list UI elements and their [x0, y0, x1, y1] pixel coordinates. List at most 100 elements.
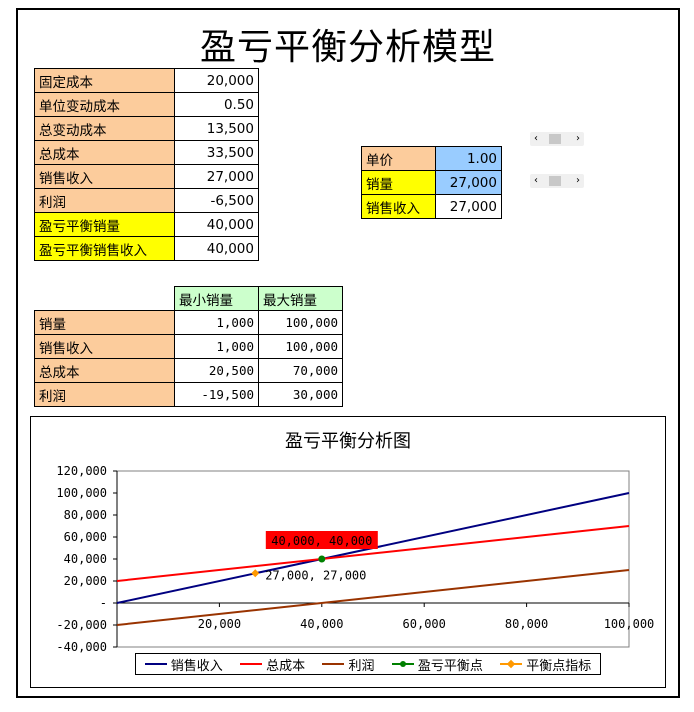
range-label[interactable]: 总成本 — [34, 358, 175, 383]
series-line-1 — [116, 525, 630, 582]
range-min[interactable]: -19,500 — [174, 382, 259, 407]
legend-item: 盈亏平衡点 — [391, 655, 483, 674]
y-tick-label: - — [100, 596, 107, 610]
summary-row: 总变动成本 13,500 — [34, 116, 259, 141]
range-table-corner — [35, 287, 175, 311]
summary-label[interactable]: 固定成本 — [34, 68, 175, 93]
range-min[interactable]: 1,000 — [174, 310, 259, 335]
y-tick-label: 80,000 — [64, 508, 107, 522]
y-tick-label: 120,000 — [56, 464, 107, 478]
input-table: 单价 1.00 销量 27,000 销售收入 27,000 — [361, 146, 502, 219]
page-title: 盈亏平衡分析模型 — [199, 27, 496, 68]
scroll-right-arrow-icon[interactable]: › — [576, 133, 580, 144]
legend-item: 利润 — [322, 655, 374, 674]
summary-row: 盈亏平衡销量 40,000 — [34, 212, 259, 237]
scroll-left-arrow-icon[interactable]: ‹ — [534, 175, 538, 186]
summary-row: 销售收入 27,000 — [34, 164, 259, 189]
input-row: 销量 27,000 — [361, 170, 502, 195]
range-row: 销量 1,000 100,000 — [34, 310, 343, 335]
input-value[interactable]: 27,000 — [435, 170, 502, 195]
legend-item: 销售收入 — [144, 655, 223, 674]
y-tick-label: 60,000 — [64, 530, 107, 544]
legend-symbol — [500, 659, 523, 669]
range-min[interactable]: 1,000 — [174, 334, 259, 359]
summary-label[interactable]: 销售收入 — [34, 164, 175, 189]
range-row: 总成本 20,500 70,000 — [34, 358, 343, 383]
input-value[interactable]: 27,000 — [435, 194, 502, 219]
summary-table: 固定成本 20,000 单位变动成本 0.50 总变动成本 13,500 总成本 33,500… — [34, 68, 259, 261]
y-tick-label: 20,000 — [64, 574, 107, 588]
input-label[interactable]: 销售收入 — [361, 194, 436, 219]
input-value[interactable]: 1.00 — [435, 146, 502, 171]
breakeven-chart: 盈亏平衡分析图 120,000 100,000 80,000 60,000 40,000… — [30, 416, 666, 688]
scroll-thumb[interactable] — [549, 134, 561, 144]
range-label[interactable]: 利润 — [34, 382, 175, 407]
range-table: 最小销量 最大销量 销量 1,000 100,000 销售收入 1,000 100,000… — [34, 286, 343, 407]
y-tick-label: -40,000 — [56, 640, 107, 654]
legend-label: 平衡点指标 — [526, 658, 592, 674]
y-tick-label: -20,000 — [56, 618, 107, 632]
legend-label: 总成本 — [266, 658, 306, 674]
legend-label: 利润 — [348, 658, 375, 674]
summary-value[interactable]: 27,000 — [174, 164, 259, 189]
range-label[interactable]: 销量 — [34, 310, 175, 335]
annotation-label: 27,000, 27,000 — [265, 568, 366, 582]
summary-label[interactable]: 单位变动成本 — [34, 92, 175, 117]
legend-symbol — [391, 659, 414, 669]
x-tick-label: 80,000 — [505, 617, 548, 631]
annotation-label: 40,000, 40,000 — [271, 534, 372, 548]
range-row: 销售收入 1,000 100,000 — [34, 334, 343, 359]
summary-label[interactable]: 总成本 — [34, 140, 175, 165]
scroll-left-arrow-icon[interactable]: ‹ — [534, 133, 538, 144]
range-max[interactable]: 30,000 — [258, 382, 343, 407]
summary-label[interactable]: 总变动成本 — [34, 116, 175, 141]
summary-row: 盈亏平衡销售收入 40,000 — [34, 236, 259, 261]
legend-symbol — [322, 659, 345, 669]
summary-row: 单位变动成本 0.50 — [34, 92, 259, 117]
input-row: 单价 1.00 — [361, 146, 502, 171]
legend-item: 总成本 — [240, 655, 305, 674]
y-tick-label: 40,000 — [64, 552, 107, 566]
summary-value[interactable]: -6,500 — [174, 188, 259, 213]
summary-label[interactable]: 盈亏平衡销售收入 — [34, 236, 175, 261]
chart-legend: 销售收入 总成本 利润 盈亏平衡点 平衡点指标 — [135, 653, 601, 675]
summary-value[interactable]: 0.50 — [174, 92, 259, 117]
input-row: 销售收入 27,000 — [361, 194, 502, 219]
range-min[interactable]: 20,500 — [174, 358, 259, 383]
summary-value[interactable]: 20,000 — [174, 68, 259, 93]
chart-title: 盈亏平衡分析图 — [285, 431, 411, 452]
legend-label: 销售收入 — [170, 658, 223, 674]
summary-value[interactable]: 40,000 — [174, 212, 259, 237]
summary-value[interactable]: 40,000 — [174, 236, 259, 261]
summary-value[interactable]: 13,500 — [174, 116, 259, 141]
series-line-2 — [116, 569, 630, 626]
range-header-min: 最小销量 — [174, 286, 259, 311]
range-max[interactable]: 100,000 — [258, 310, 343, 335]
legend-item: 平衡点指标 — [500, 655, 591, 674]
summary-label[interactable]: 盈亏平衡销量 — [34, 212, 175, 237]
range-row: 利润 -19,500 30,000 — [34, 382, 343, 407]
summary-row: 固定成本 20,000 — [34, 68, 259, 93]
volume-scrollbar[interactable]: ‹ › — [530, 174, 584, 188]
summary-label[interactable]: 利润 — [34, 188, 175, 213]
x-tick-label: 20,000 — [198, 617, 241, 631]
chart-plot: 120,000 100,000 80,000 60,000 40,000 20,000 - -… — [56, 464, 654, 654]
summary-row: 利润 -6,500 — [34, 188, 259, 213]
legend-symbol — [144, 659, 167, 669]
range-max[interactable]: 100,000 — [258, 334, 343, 359]
input-label[interactable]: 销量 — [361, 170, 436, 195]
summary-value[interactable]: 33,500 — [174, 140, 259, 165]
range-label[interactable]: 销售收入 — [34, 334, 175, 359]
scroll-right-arrow-icon[interactable]: › — [576, 175, 580, 186]
range-header-max: 最大销量 — [258, 286, 343, 311]
legend-symbol — [240, 659, 263, 669]
breakeven-point-marker — [318, 555, 326, 563]
x-tick-label: 40,000 — [300, 617, 343, 631]
annotation-bg — [265, 531, 378, 549]
indicator-point-marker — [251, 569, 260, 578]
scroll-thumb[interactable] — [549, 176, 561, 186]
input-label[interactable]: 单价 — [361, 146, 436, 171]
y-tick-label: 100,000 — [56, 486, 107, 500]
price-scrollbar[interactable]: ‹ › — [530, 132, 584, 146]
range-max[interactable]: 70,000 — [258, 358, 343, 383]
